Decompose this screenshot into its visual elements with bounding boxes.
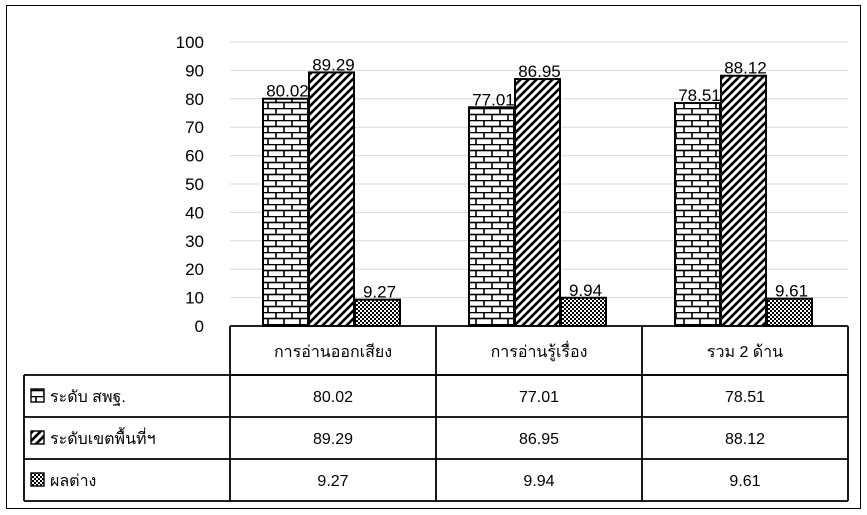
data-label: 86.95 bbox=[518, 62, 561, 81]
y-tick-label: 60 bbox=[185, 147, 204, 166]
data-label: 77.01 bbox=[472, 90, 515, 109]
table-cell: 9.94 bbox=[523, 473, 554, 490]
legend-key bbox=[30, 430, 45, 445]
table-cell: 9.61 bbox=[729, 473, 760, 490]
bar bbox=[354, 298, 401, 327]
table-cell: 88.12 bbox=[725, 431, 765, 448]
data-label: 88.12 bbox=[724, 59, 767, 78]
y-tick-label: 80 bbox=[185, 90, 204, 109]
bar bbox=[308, 71, 355, 327]
y-tick-label: 30 bbox=[185, 232, 204, 251]
y-tick-label: 70 bbox=[185, 118, 204, 137]
bar bbox=[514, 78, 561, 327]
y-tick-label: 40 bbox=[185, 203, 204, 222]
bar bbox=[766, 297, 813, 328]
data-label: 9.61 bbox=[775, 282, 808, 301]
series-label: ระดับ สพฐ. bbox=[50, 389, 126, 406]
legend-key bbox=[30, 388, 45, 403]
table-cell: 9.27 bbox=[317, 473, 348, 490]
category-label: รวม 2 ด้าน bbox=[707, 343, 783, 361]
table-cell: 77.01 bbox=[519, 389, 559, 406]
table-cell: 89.29 bbox=[313, 431, 353, 448]
series-label: ระดับเขตพื้นที่ฯ bbox=[50, 427, 156, 448]
bars bbox=[262, 71, 813, 328]
table-cell: 78.51 bbox=[725, 389, 765, 406]
series-label: ผลต่าง bbox=[50, 473, 96, 490]
chart-frame bbox=[6, 5, 861, 509]
y-tick-label: 90 bbox=[185, 61, 204, 80]
y-tick-label: 0 bbox=[195, 317, 204, 336]
bar bbox=[262, 97, 309, 328]
bar bbox=[560, 296, 607, 327]
data-label: 78.51 bbox=[678, 86, 721, 105]
bar bbox=[720, 74, 767, 327]
data-label: 89.29 bbox=[312, 55, 355, 74]
data-label: 9.27 bbox=[363, 283, 396, 302]
legend-key bbox=[30, 472, 45, 487]
y-tick-label: 100 bbox=[176, 33, 204, 52]
bar bbox=[674, 102, 721, 327]
data-label: 9.94 bbox=[569, 281, 602, 300]
y-tick-label: 20 bbox=[185, 260, 204, 279]
y-tick-label: 10 bbox=[185, 289, 204, 308]
y-axis-ticks: 0 10 20 30 40 50 60 70 80 90 100 bbox=[176, 33, 204, 336]
data-label: 80.02 bbox=[266, 82, 309, 101]
bar bbox=[468, 106, 515, 328]
category-label: การอ่านออกเสียง bbox=[274, 343, 392, 361]
table-cell: 86.95 bbox=[519, 431, 559, 448]
category-label: การอ่านรู้เรื่อง bbox=[491, 340, 588, 362]
table-cell: 80.02 bbox=[313, 389, 353, 406]
y-tick-label: 50 bbox=[185, 175, 204, 194]
data-table: การอ่านออกเสียง การอ่านรู้เรื่อง รวม 2 ด้า… bbox=[23, 325, 849, 502]
